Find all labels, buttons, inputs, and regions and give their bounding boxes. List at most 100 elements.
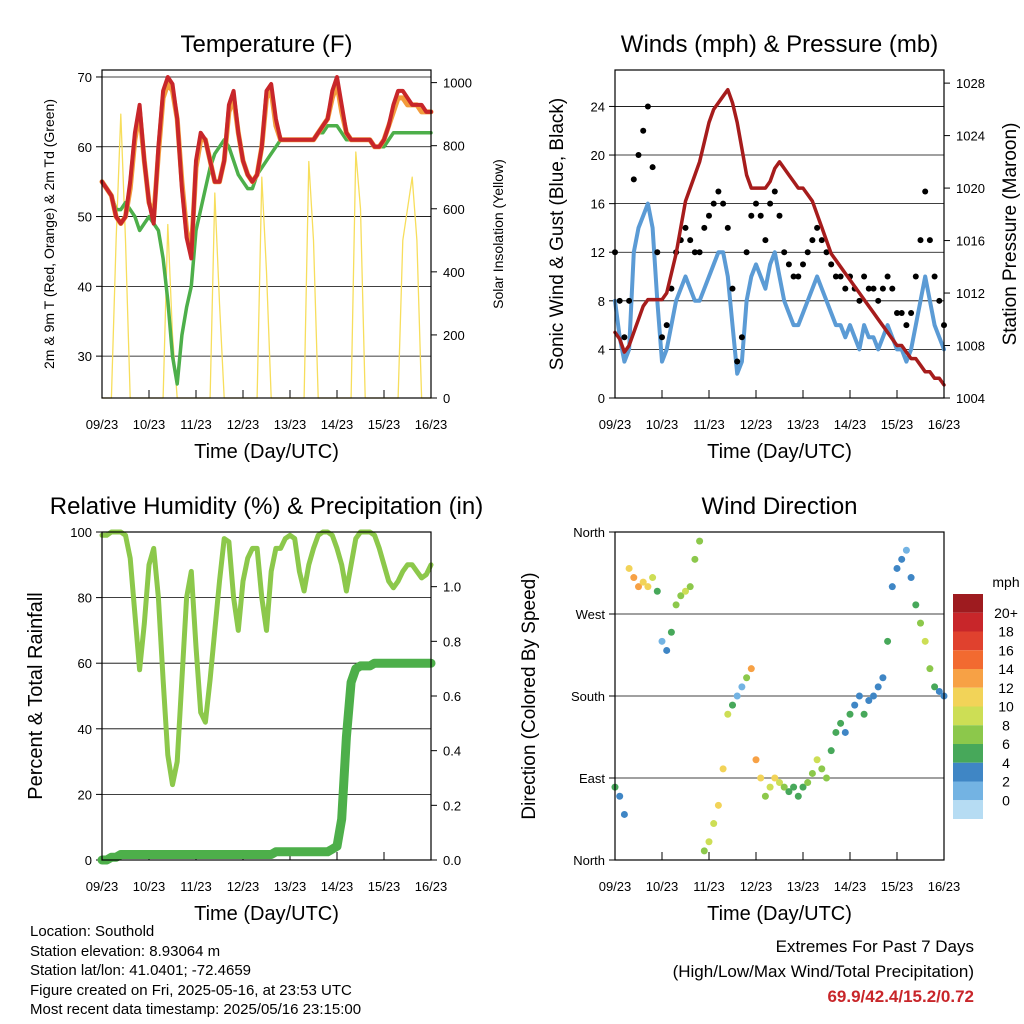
direction-point — [705, 838, 713, 846]
gust-point — [875, 297, 882, 304]
colorbar-label: 6 — [1002, 736, 1010, 752]
x-tick-label: 12/23 — [227, 417, 260, 432]
x-axis-label: Time (Day/UTC) — [707, 441, 852, 463]
direction-point — [870, 692, 877, 700]
direction-point — [855, 692, 863, 700]
x-tick-label: 09/23 — [599, 417, 632, 432]
direction-point — [747, 665, 755, 673]
y-tick-label: South — [571, 689, 605, 704]
gust-point — [926, 237, 933, 244]
colorbar-swatch — [953, 594, 983, 613]
x-tick-label: 09/23 — [86, 879, 119, 894]
y-right-tick-label: 1024 — [956, 129, 985, 144]
colorbar-label: 0 — [1002, 792, 1010, 808]
y-tick-label: 40 — [78, 279, 92, 294]
direction-point — [616, 792, 624, 800]
plot-frame — [101, 531, 432, 861]
direction-point — [682, 587, 689, 595]
gust-point — [785, 261, 792, 268]
gust-point — [898, 309, 905, 316]
direction-point — [620, 810, 628, 818]
gust-point — [663, 322, 670, 329]
plot-frame — [614, 69, 945, 399]
direction-point — [860, 710, 868, 718]
y-tick-label: 24 — [591, 99, 605, 114]
direction-point — [757, 774, 765, 782]
y-right-tick-label: 200 — [443, 328, 465, 343]
gust-point — [814, 224, 821, 231]
direction-point — [874, 683, 882, 691]
x-tick-label: 16/23 — [415, 417, 448, 432]
direction-point — [644, 583, 652, 591]
extremes-box: Extremes For Past 7 Days (High/Low/Max W… — [673, 934, 974, 1009]
gust-point — [894, 309, 900, 316]
gust-point — [767, 200, 774, 207]
x-tick-label: 12/23 — [740, 417, 773, 432]
y-axis-label: 2m & 9m T (Red, Orange) & 2m Td (Green) — [41, 99, 57, 369]
y-right-tick-label: 0.8 — [443, 634, 461, 649]
gust-point — [861, 273, 868, 280]
gust-point — [734, 358, 741, 365]
x-tick-label: 14/23 — [321, 879, 354, 894]
gust-point — [743, 249, 750, 256]
direction-point — [888, 583, 896, 591]
gust-point — [757, 212, 764, 219]
direction-point — [785, 788, 793, 796]
direction-point — [649, 574, 657, 582]
colorbar-swatch — [953, 669, 983, 688]
direction-point — [710, 820, 718, 828]
y-right-tick-label: 0.4 — [443, 744, 461, 759]
y-right-tick-label: 1012 — [956, 286, 985, 301]
y-right-axis-label: Solar Insolation (Yellow) — [490, 159, 506, 309]
x-tick-label: 12/23 — [740, 879, 773, 894]
gust-point — [701, 224, 708, 231]
y-right-tick-label: 0.0 — [443, 853, 461, 868]
x-tick-label: 15/23 — [368, 417, 401, 432]
gust-point — [729, 285, 736, 292]
direction-point — [851, 701, 859, 709]
colorbar-swatch — [953, 762, 983, 782]
gust-point — [626, 297, 633, 304]
colorbar-swatch — [953, 687, 983, 707]
y-tick-label: 0 — [85, 853, 92, 868]
y-right-tick-label: 1004 — [956, 391, 985, 406]
x-tick-label: 11/23 — [180, 879, 212, 894]
x-axis-label: Time (Day/UTC) — [194, 441, 339, 463]
direction-point — [733, 692, 741, 700]
colorbar-label: 2 — [1002, 774, 1010, 790]
direction-point — [639, 578, 647, 586]
direction-point — [696, 537, 704, 545]
direction-point — [761, 792, 769, 800]
gust-point — [818, 237, 825, 244]
direction-point — [846, 710, 854, 718]
y-tick-label: 70 — [78, 70, 92, 85]
direction-point — [719, 765, 727, 773]
direction-point — [653, 587, 661, 595]
x-tick-label: 16/23 — [928, 417, 961, 432]
gust-point — [917, 237, 924, 244]
direction-point — [902, 546, 910, 554]
x-tick-label: 11/23 — [180, 417, 212, 432]
direction-point — [658, 637, 666, 645]
colorbar-swatch — [953, 631, 983, 651]
y-tick-label: 50 — [78, 210, 92, 225]
gust-point — [922, 188, 929, 195]
gust-point — [644, 103, 651, 110]
x-tick-label: 09/23 — [86, 417, 119, 432]
x-tick-label: 11/23 — [693, 417, 725, 432]
direction-point — [677, 592, 685, 600]
panel-title: Wind Direction — [701, 493, 857, 520]
x-tick-label: 10/23 — [133, 417, 166, 432]
x-tick-label: 15/23 — [881, 879, 914, 894]
gust-point — [771, 188, 778, 195]
y-right-tick-label: 0.2 — [443, 798, 461, 813]
panel-title: Winds (mph) & Pressure (mb) — [621, 31, 938, 58]
x-tick-label: 13/23 — [787, 879, 820, 894]
direction-point — [776, 779, 783, 787]
direction-point — [790, 783, 798, 791]
gust-point — [837, 273, 844, 280]
series-total-precipitation — [97, 658, 436, 865]
station-location: Location: Southold — [30, 923, 155, 940]
direction-point — [766, 783, 774, 791]
